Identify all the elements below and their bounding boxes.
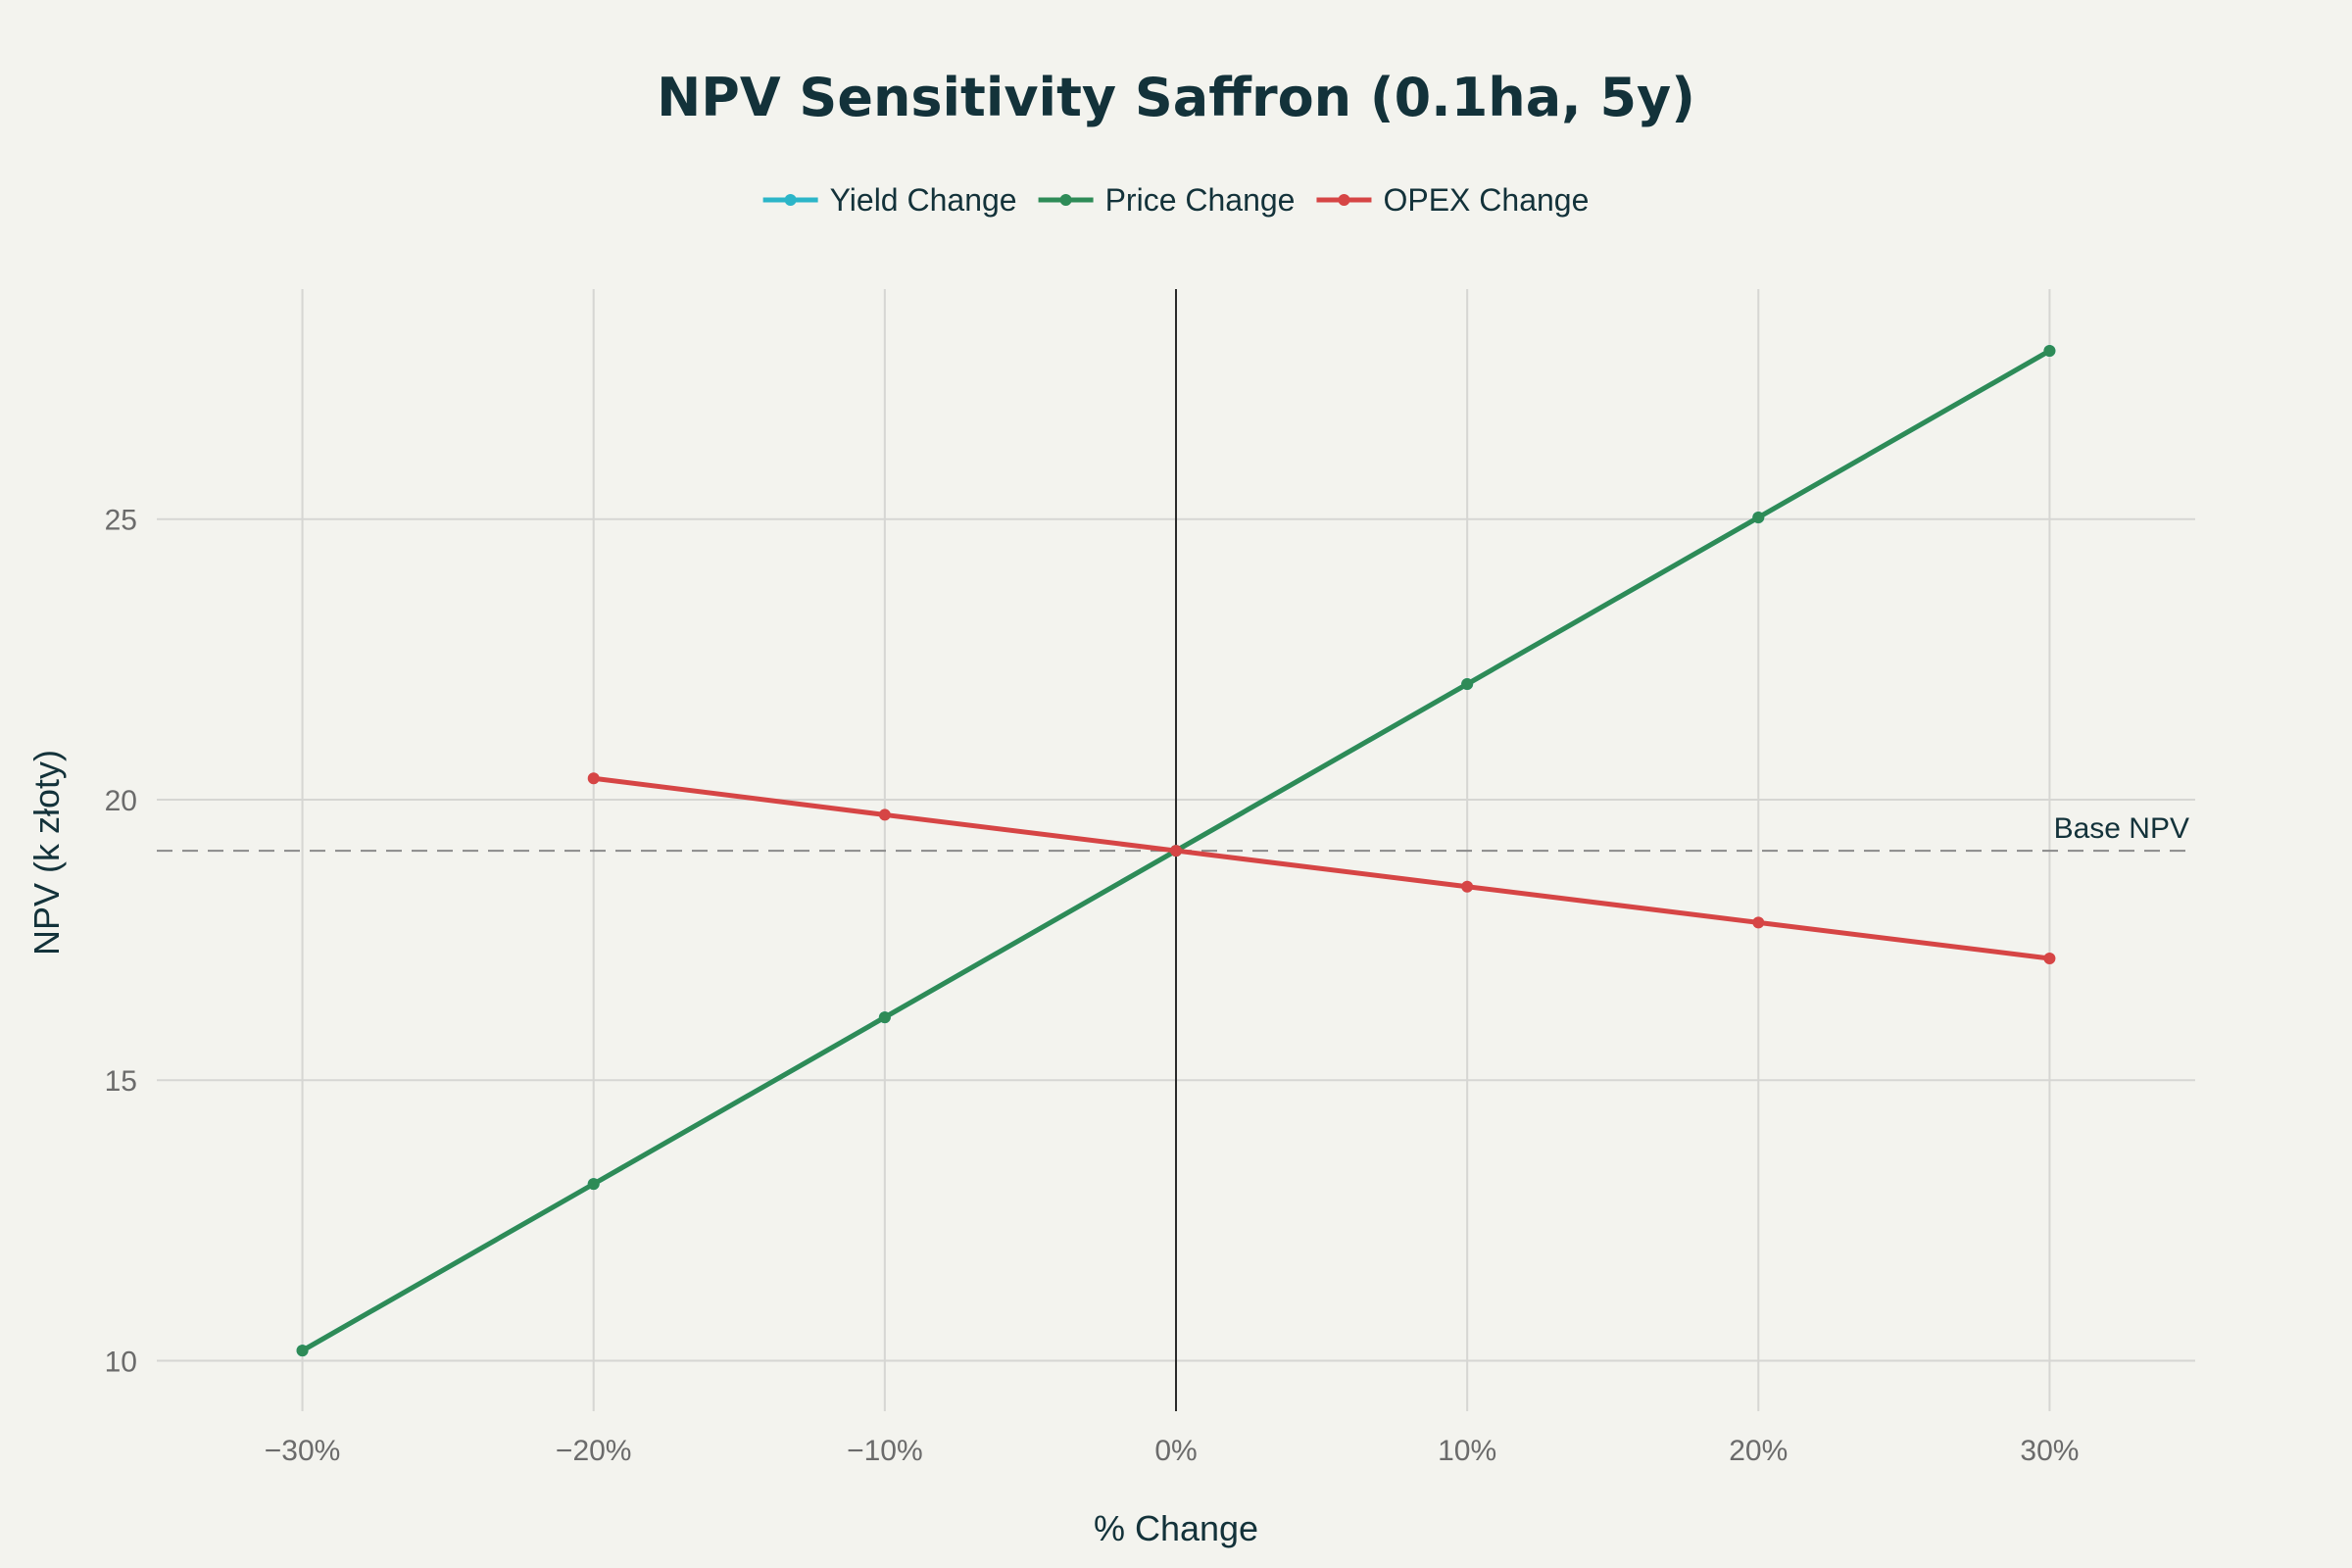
y-tick-label: 10: [105, 1346, 137, 1378]
legend-item-yield-change: Yield Change: [762, 182, 1017, 218]
price-change-point: [878, 1011, 891, 1024]
opex-change-point: [1461, 880, 1474, 893]
price-change-point: [2043, 344, 2056, 357]
legend-swatch-marker: [1338, 194, 1350, 206]
opex-change-point: [2043, 952, 2056, 964]
legend: Yield Change Price Change OPEX Change: [762, 182, 1589, 218]
price-change-point: [587, 1178, 600, 1191]
y-tick-label: 15: [105, 1065, 137, 1098]
legend-item-opex-change: OPEX Change: [1316, 182, 1589, 218]
legend-label: Price Change: [1105, 182, 1296, 218]
chart-title: NPV Sensitivity Saffron (0.1ha, 5y): [657, 67, 1695, 128]
opex-change-line: [593, 775, 2050, 961]
legend-label: Yield Change: [830, 182, 1017, 218]
x-tick-label: −10%: [847, 1435, 923, 1467]
opex-change-point: [587, 772, 600, 785]
x-tick-label: 10%: [1438, 1435, 1496, 1467]
y-tick-label: 25: [105, 505, 137, 537]
legend-label: OPEX Change: [1383, 182, 1589, 218]
price-change-point: [296, 1345, 309, 1357]
series-layer: [296, 344, 2056, 1357]
price-change-point: [1461, 678, 1474, 691]
x-axis-title: % Change: [1094, 1508, 1258, 1548]
tick-labels: −30% −20% −10% 0% 10% 20% 30% 10 15 20 25: [105, 505, 2080, 1467]
x-tick-label: 30%: [2020, 1435, 2079, 1467]
legend-swatch-marker: [784, 194, 797, 206]
opex-change-point: [1170, 845, 1182, 858]
opex-change-point: [1752, 916, 1765, 929]
legend-swatch-marker: [1059, 194, 1072, 206]
base-npv-label: Base NPV: [2054, 812, 2189, 845]
y-tick-label: 20: [105, 785, 137, 817]
x-tick-label: 20%: [1729, 1435, 1788, 1467]
opex-change-point: [878, 808, 891, 821]
x-tick-label: 0%: [1154, 1435, 1197, 1467]
y-axis-title: NPV (k złoty): [26, 750, 67, 956]
price-change-point: [1752, 512, 1765, 524]
x-tick-label: −30%: [265, 1435, 341, 1467]
x-tick-label: −20%: [556, 1435, 632, 1467]
legend-item-price-change: Price Change: [1038, 182, 1296, 218]
